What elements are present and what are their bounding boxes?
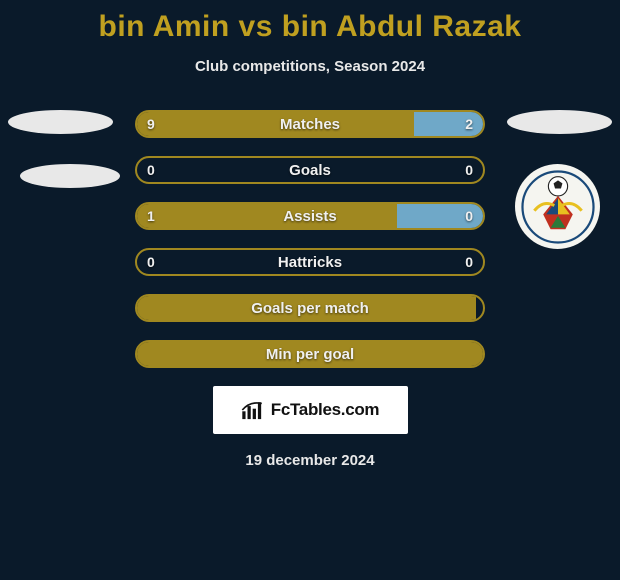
bar-row-matches: Matches9 2 — [135, 110, 485, 138]
player-photo-placeholder-left-1 — [8, 110, 113, 134]
bar-label: Hattricks — [137, 250, 483, 274]
bar-label: Goals per match — [137, 296, 483, 320]
bar-value-left: 0 — [147, 158, 155, 182]
bar-value-right: 0 — [465, 204, 473, 228]
bar-value-left: 1 — [147, 204, 155, 228]
bar-value-right: 2 — [465, 112, 473, 136]
player-photo-placeholder-right-1 — [507, 110, 612, 134]
bar-chart-icon — [241, 399, 267, 421]
bar-value-left: 9 — [147, 112, 155, 136]
subtitle: Club competitions, Season 2024 — [0, 58, 620, 75]
bar-value-right: 0 — [465, 158, 473, 182]
bar-row-min-per-goal: Min per goal — [135, 340, 485, 368]
footer-date: 19 december 2024 — [0, 452, 620, 469]
page-title: bin Amin vs bin Abdul Razak — [0, 0, 620, 44]
bar-row-hattricks: Hattricks0 0 — [135, 248, 485, 276]
bar-label: Assists — [137, 204, 483, 228]
bar-value-right: 0 — [465, 250, 473, 274]
bar-row-goals-per-match: Goals per match — [135, 294, 485, 322]
bar-label: Goals — [137, 158, 483, 182]
player-photo-placeholder-left-2 — [20, 164, 120, 188]
club-crest-icon — [521, 170, 595, 244]
bar-label: Min per goal — [137, 342, 483, 366]
bar-row-goals: Goals0 0 — [135, 156, 485, 184]
brand-text: FcTables.com — [271, 400, 380, 420]
bars-container: Matches92Goals00Assists10Hattricks00Goal… — [135, 110, 485, 368]
club-logo-right — [515, 164, 600, 249]
bar-value-left: 0 — [147, 250, 155, 274]
bar-label: Matches — [137, 112, 483, 136]
fctables-logo: FcTables.com — [213, 386, 408, 434]
bar-row-assists: Assists1 0 — [135, 202, 485, 230]
comparison-chart: Matches92Goals00Assists10Hattricks00Goal… — [0, 110, 620, 368]
